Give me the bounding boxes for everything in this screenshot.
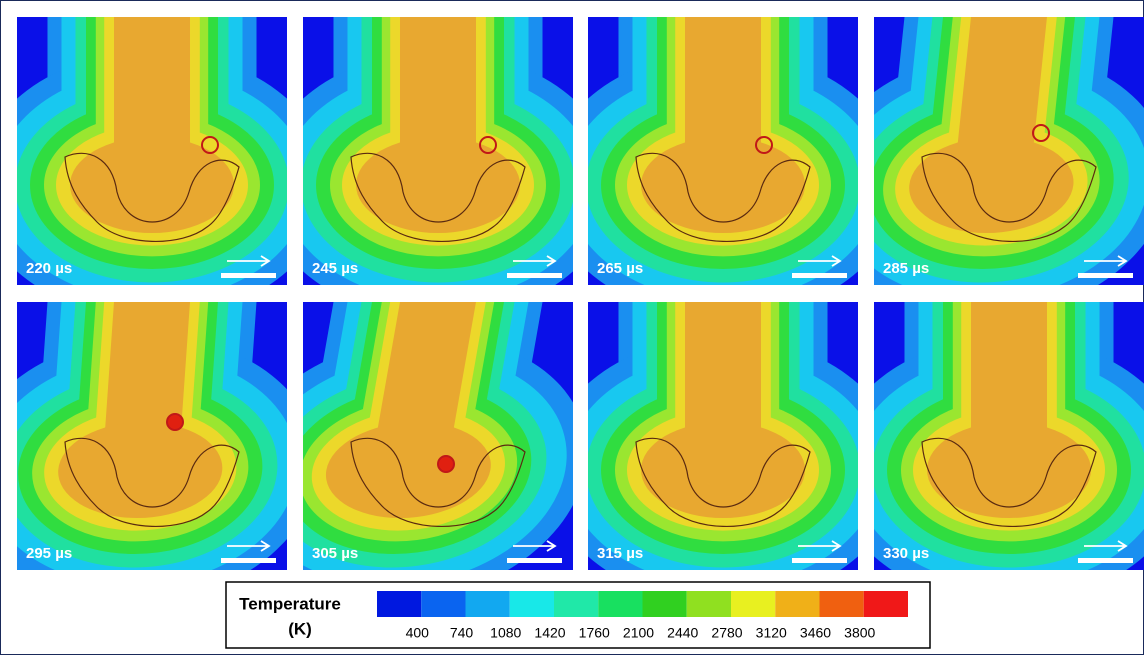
simulation-panel: 245 µs: [261, 7, 615, 319]
colorbar-cell: [377, 591, 421, 617]
colorbar-cell: [687, 591, 731, 617]
colorbar-cell: [643, 591, 687, 617]
colorbar-tick-label: 400: [406, 625, 430, 641]
scale-bar: [221, 558, 276, 563]
time-label: 315 µs: [597, 545, 643, 562]
colorbar-cell: [731, 591, 775, 617]
time-label: 245 µs: [312, 260, 358, 277]
plume-bowl: [641, 422, 805, 518]
colorbar-title: Temperature: [239, 594, 341, 613]
scale-bar: [792, 558, 847, 563]
plume-bowl: [927, 422, 1091, 518]
colorbar-cell: [466, 591, 510, 617]
colorbar-tick-label: 2780: [711, 625, 742, 641]
colorbar-cell: [598, 591, 642, 617]
plume-bowl: [356, 137, 520, 233]
colorbar-unit: (K): [288, 619, 312, 638]
colorbar: 400 740 1080 1420 1760 2100 2440 2780 3120 3460 38…: [377, 591, 908, 641]
simulation-panel: 330 µs: [832, 292, 1144, 604]
colorbar-cell: [554, 591, 598, 617]
colorbar-cell: [510, 591, 554, 617]
colorbar-cell: [864, 591, 908, 617]
colorbar-tick-label: 1760: [579, 625, 610, 641]
time-label: 220 µs: [26, 260, 72, 277]
scale-bar: [507, 273, 562, 278]
colorbar-tick-label: 2440: [667, 625, 698, 641]
time-label: 295 µs: [26, 545, 72, 562]
time-label: 330 µs: [883, 545, 929, 562]
plume-bowl: [641, 137, 805, 233]
colorbar-tick-label: 2100: [623, 625, 654, 641]
colorbar-cell: [775, 591, 819, 617]
colorbar-tick-label: 740: [450, 625, 474, 641]
plume-bowl: [70, 137, 234, 233]
colorbar-tick-label: 1420: [534, 625, 565, 641]
colorbar-cell: [421, 591, 465, 617]
colorbar-cell: [820, 591, 864, 617]
panels: 220 µs 245 µs 265 µs 285 µs 295 µs 305 µs 315 …: [0, 7, 1144, 604]
bubble-marker: [167, 414, 183, 430]
colorbar-tick-label: 3120: [756, 625, 787, 641]
colorbar-tick-label: 3800: [844, 625, 875, 641]
simulation-panel: 315 µs: [546, 292, 900, 604]
colorbar-tick-label: 1080: [490, 625, 521, 641]
scale-bar: [1078, 273, 1133, 278]
scale-bar: [507, 558, 562, 563]
simulation-panel: 220 µs: [0, 7, 329, 319]
simulation-panel: 265 µs: [546, 7, 900, 319]
time-label: 285 µs: [883, 260, 929, 277]
figure: 220 µs 245 µs 265 µs 285 µs 295 µs 305 µs 315 …: [0, 0, 1144, 655]
colorbar-tick-label: 3460: [800, 625, 831, 641]
panel-field: [832, 292, 1144, 604]
simulation-panel: 295 µs: [0, 292, 330, 604]
bubble-marker: [438, 456, 454, 472]
time-label: 305 µs: [312, 545, 358, 562]
time-label: 265 µs: [597, 260, 643, 277]
scale-bar: [1078, 558, 1133, 563]
scale-bar: [792, 273, 847, 278]
scale-bar: [221, 273, 276, 278]
